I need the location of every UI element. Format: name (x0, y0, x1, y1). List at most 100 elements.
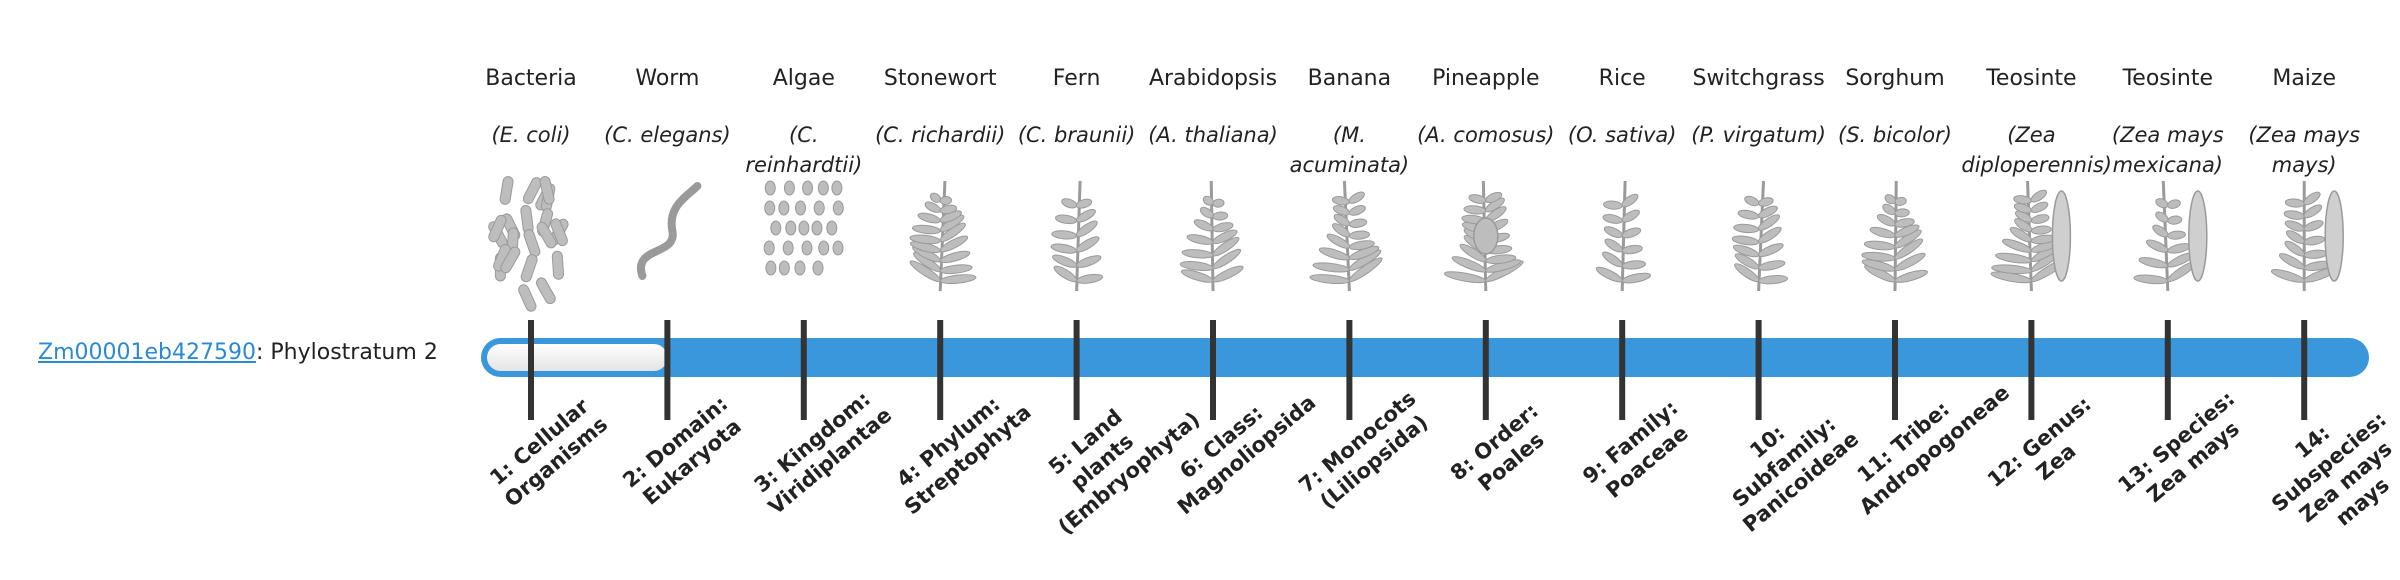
leaf (1621, 193, 1639, 208)
gene-link[interactable]: Zm00001eb427590 (38, 340, 256, 365)
leaf (2167, 215, 2183, 225)
leaf (1050, 243, 1078, 254)
fruit (1473, 217, 1499, 255)
leaf (1348, 230, 1370, 240)
leaf (1348, 205, 1366, 216)
leaf (1737, 209, 1760, 220)
alga-cell (813, 200, 825, 216)
leaf (939, 264, 973, 275)
organism-illustration (1050, 180, 1104, 292)
leaf (2030, 214, 2050, 224)
leaf (1621, 260, 1647, 270)
organism-species: (S. bicolor) (1838, 123, 1952, 147)
organism-species: (Zea mays mexicana) (2111, 123, 2224, 177)
leaf (1894, 196, 1907, 206)
organism-species: (C. braunii) (1017, 123, 1136, 147)
leaf (2152, 224, 2169, 238)
leaf (2303, 191, 2321, 206)
alga-cell (818, 240, 830, 256)
leaf (1076, 198, 1093, 209)
leaf (1602, 251, 1623, 268)
leaf (1051, 230, 1078, 240)
leaf (1621, 272, 1652, 284)
leaf (2284, 198, 2305, 208)
leaf (2303, 235, 2325, 246)
organism-illustration (2133, 180, 2208, 292)
leaf (939, 235, 969, 253)
leaf (1186, 234, 1214, 245)
organism-name: Switchgrass (1692, 66, 1825, 91)
leaf (2167, 199, 2181, 209)
leaf (1757, 205, 1778, 219)
leaf (1894, 208, 1910, 218)
leaf (1894, 224, 1920, 238)
leaf (2030, 225, 2052, 235)
organism-illustration (2270, 180, 2344, 292)
alga-cell (778, 260, 790, 276)
organism-species: (P. virgatum) (1691, 123, 1826, 147)
leaf (1595, 266, 1623, 283)
leaf (1602, 214, 1623, 224)
leaf (2133, 274, 2169, 285)
leaf (1331, 196, 1350, 206)
leaf (1312, 262, 1350, 273)
organism-illustration (1861, 180, 1929, 292)
leaf (1054, 214, 1078, 225)
leaf (1212, 229, 1238, 244)
phylostratum-number: 2 (423, 340, 438, 365)
leaf (1212, 248, 1242, 270)
organism-name: Arabidopsis (1148, 66, 1278, 91)
leaf (1076, 255, 1102, 268)
leaf (1075, 236, 1100, 253)
worm (636, 182, 702, 280)
leaf (1758, 260, 1786, 271)
leaf (2167, 230, 2186, 240)
organism-illustration (1595, 180, 1652, 292)
organism-species: (C. richardii) (875, 123, 1006, 147)
leaf (2303, 220, 2324, 232)
leaf (1181, 249, 1214, 259)
organism-illustration (1443, 180, 1524, 292)
leaf (1348, 240, 1375, 251)
cob (2324, 190, 2344, 282)
leaf (1348, 218, 1368, 228)
alga-cell (801, 240, 813, 256)
alga-cell (812, 260, 824, 276)
leaf (1212, 211, 1229, 221)
leaf (1348, 191, 1365, 204)
leaf (1309, 274, 1350, 285)
alga-cell (802, 180, 814, 196)
leaf (1075, 208, 1096, 223)
leaf (1757, 226, 1782, 244)
organism-species: (A. thaliana) (1148, 123, 1278, 147)
alga-cell (811, 220, 823, 236)
organism-species: (M. acuminata) (1289, 123, 1410, 177)
leaf (917, 212, 941, 224)
leaf (1863, 240, 1896, 251)
leaf (1995, 252, 2032, 264)
alga-cell (832, 240, 844, 256)
leaf (1758, 197, 1774, 207)
leaf (1621, 244, 1643, 255)
leaf (1621, 209, 1640, 223)
leaf (1212, 265, 1244, 283)
alga-cell (831, 180, 843, 196)
bacterium (535, 277, 556, 305)
alga-cell (794, 260, 806, 276)
leaf (2303, 249, 2328, 259)
leaf (1603, 226, 1623, 238)
leaf (939, 204, 958, 215)
bacterium (499, 176, 514, 205)
alga-cell (764, 200, 776, 216)
organism-species: (O. sativa) (1567, 123, 1677, 147)
leaf (2283, 210, 2305, 220)
organism-name: Maize (2272, 66, 2337, 91)
bacterium (536, 221, 557, 249)
organism-species: (A. comosus) (1417, 123, 1555, 147)
organism-name: Fern (1052, 66, 1101, 91)
leaf (1757, 214, 1780, 231)
bacterium (500, 246, 521, 274)
organism-species: (E. coli) (491, 123, 571, 147)
organism-name: Rice (1598, 66, 1646, 91)
phylostratum-bar (481, 338, 2369, 377)
